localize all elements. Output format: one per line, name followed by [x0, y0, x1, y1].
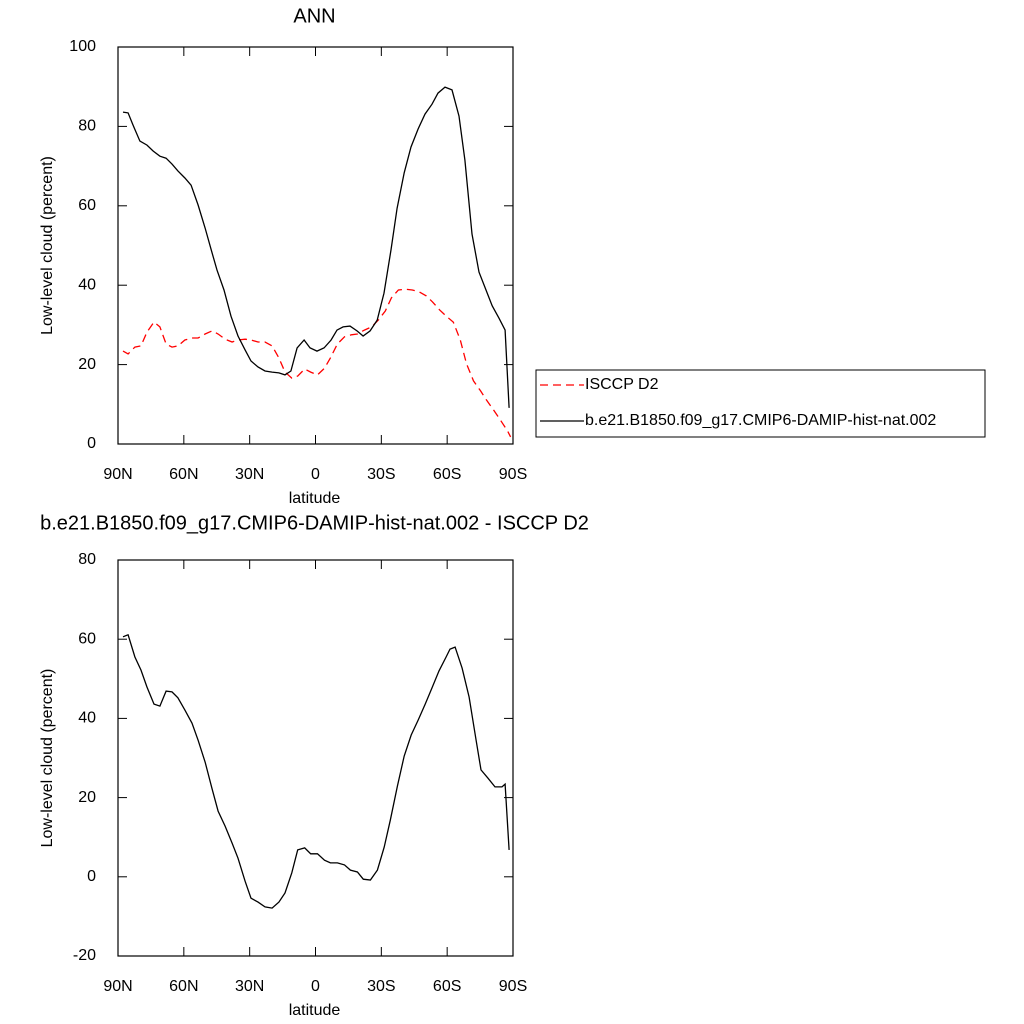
y-tick-label: -20: [73, 947, 96, 964]
x-tick-label: 90N: [103, 466, 132, 483]
y-tick-label: 80: [78, 551, 96, 568]
plot-frame: [117, 559, 514, 957]
y-tick-label: 60: [78, 197, 96, 214]
x-tick-label: 0: [311, 978, 320, 995]
x-tick-label: 90S: [499, 466, 527, 483]
x-tick-label: 30N: [235, 978, 264, 995]
chart-title: ANN: [293, 5, 335, 27]
x-axis-label: latitude: [289, 490, 341, 507]
y-tick-label: 40: [78, 710, 96, 727]
legend-label: ISCCP D2: [585, 376, 659, 393]
x-tick-label: 60S: [433, 466, 461, 483]
data-line: [122, 633, 510, 909]
x-axis-label: latitude: [289, 1002, 341, 1019]
y-tick-label: 80: [78, 118, 96, 135]
x-tick-label: 60N: [169, 466, 198, 483]
y-tick-label: 20: [78, 789, 96, 806]
y-tick-label: 20: [78, 356, 96, 373]
y-tick-label: 0: [87, 435, 96, 452]
y-tick-label: 40: [78, 276, 96, 293]
x-tick-label: 90N: [103, 978, 132, 995]
x-tick-label: 0: [311, 466, 320, 483]
plot-frame: [117, 46, 514, 445]
chart-title: b.e21.B1850.f09_g17.CMIP6-DAMIP-hist-nat…: [40, 512, 589, 534]
x-tick-label: 30S: [367, 466, 395, 483]
x-tick-label: 30S: [367, 978, 395, 995]
data-line: [122, 86, 510, 408]
data-line: [122, 288, 512, 438]
y-tick-label: 100: [69, 38, 96, 55]
legend: ISCCP D2 b.e21.B1850.f09_g17.CMIP6-DAMIP-…: [535, 369, 986, 438]
x-tick-label: 60N: [169, 978, 198, 995]
legend-box: [535, 369, 986, 438]
y-tick-label: 60: [78, 630, 96, 647]
x-tick-label: 90S: [499, 978, 527, 995]
y-tick-label: 0: [87, 868, 96, 885]
x-tick-label: 30N: [235, 466, 264, 483]
x-tick-label: 60S: [433, 978, 461, 995]
y-axis-label: Low-level cloud (percent): [39, 669, 56, 848]
legend-label: b.e21.B1850.f09_g17.CMIP6-DAMIP-hist-nat…: [585, 412, 936, 429]
y-axis-label: Low-level cloud (percent): [39, 156, 56, 335]
